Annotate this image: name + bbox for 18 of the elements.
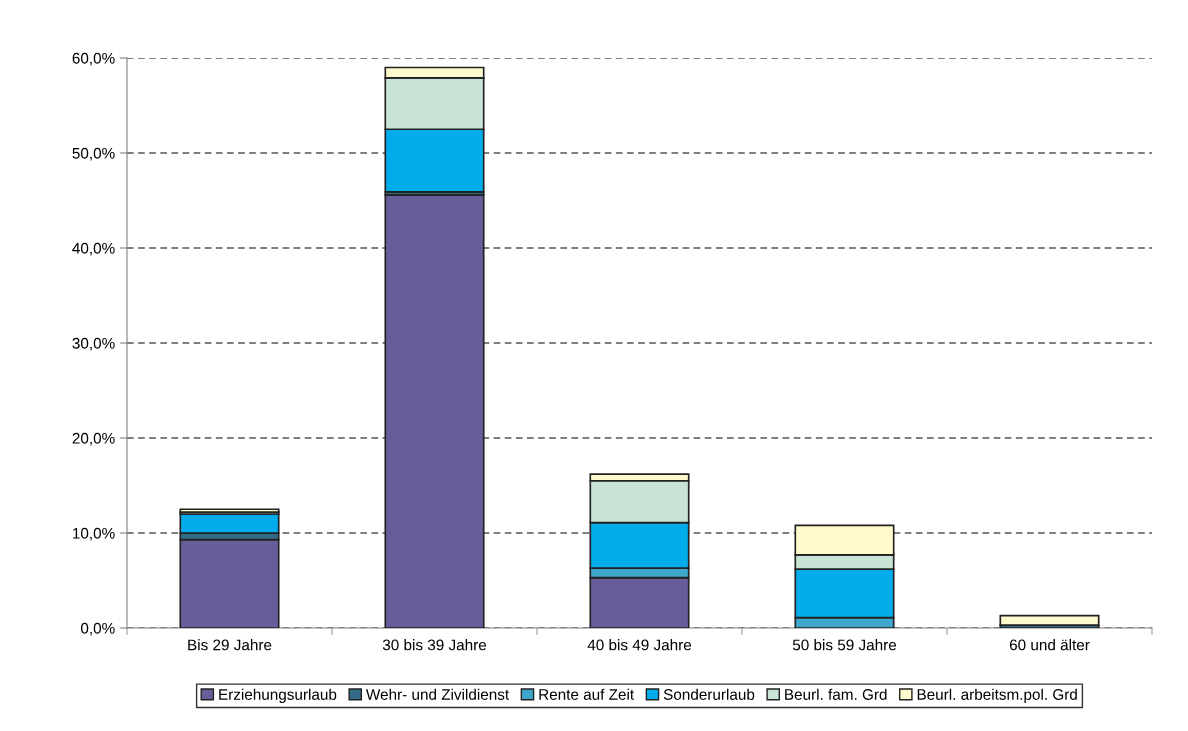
legend-label: Sonderurlaub (663, 688, 755, 700)
legend-label: Rente auf Zeit (539, 688, 635, 700)
legend-label: Wehr- und Zivildienst (365, 688, 510, 700)
y-tick-label: 10,0% (73, 527, 115, 541)
x-tick-label: 30 bis 39 Jahre (382, 639, 487, 651)
y-tick-label: 50,0% (72, 147, 115, 161)
y-tick-label: 20,0% (72, 432, 115, 446)
y-tick-label: 40,0% (72, 242, 115, 256)
legend-label: Erziehungsurlaub (219, 688, 337, 703)
x-tick-label: Bis 29 Jahre (188, 639, 272, 651)
y-tick-label: 60,0% (72, 52, 115, 66)
y-tick-label: 0,0% (80, 622, 115, 636)
x-tick-label: 40 bis 49 Jahre (587, 639, 692, 651)
legend-label: Beurl. arbeitsm.pol. Grd (917, 688, 1077, 703)
legend-label: Beurl. fam. Grd (785, 688, 887, 700)
y-tick-label: 30,0% (72, 337, 115, 351)
x-tick-label: 60 und älter (1009, 639, 1090, 651)
x-tick-label: 50 bis 59 Jahre (792, 639, 897, 651)
